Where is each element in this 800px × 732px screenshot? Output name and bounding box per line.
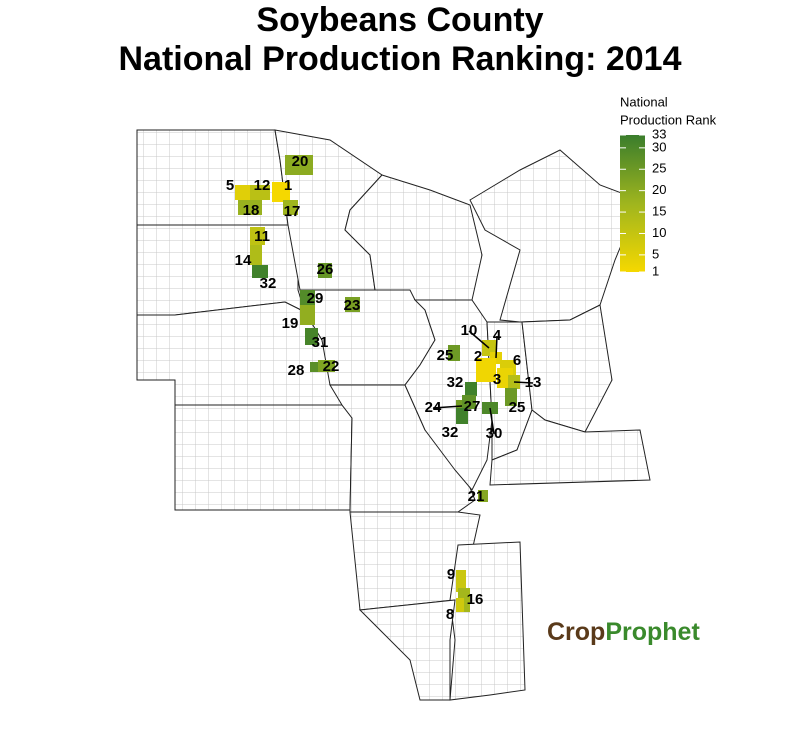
- county: [283, 200, 298, 215]
- county: [272, 182, 290, 202]
- legend-tick-label: 1: [652, 263, 659, 278]
- county-rank-label: 25: [509, 399, 526, 416]
- logo-part: Prophet: [605, 618, 700, 646]
- county-rank-label: 26: [317, 261, 334, 278]
- county: [250, 227, 265, 245]
- county-rank-label: 27: [464, 398, 481, 415]
- legend-colorbar: [620, 135, 645, 272]
- county-rank-label: 11: [254, 228, 270, 245]
- county-rank-label: 30: [486, 425, 503, 442]
- leader-line: [432, 405, 463, 409]
- county-rank-label: 32: [442, 424, 459, 441]
- logo: CropProphet: [547, 618, 700, 646]
- county-rank-label: 5: [226, 177, 234, 194]
- county-rank-label: 20: [292, 153, 309, 170]
- county: [456, 570, 466, 592]
- county: [235, 185, 250, 200]
- county-rank-label: 25: [437, 347, 454, 364]
- county: [478, 490, 488, 502]
- legend-tick-label: 33: [652, 126, 666, 141]
- legend-title: Production Rank: [620, 112, 717, 127]
- county: [310, 362, 325, 372]
- county-rank-label: 3: [493, 371, 501, 388]
- county-rank-label: 14: [235, 252, 252, 269]
- county-rank-label: 19: [282, 315, 299, 332]
- county-rank-label: 9: [447, 566, 455, 583]
- county-rank-label: 1: [284, 177, 292, 194]
- county: [252, 265, 268, 278]
- county: [462, 395, 476, 409]
- legend-title: National: [620, 94, 668, 109]
- legend-tick-label: 30: [652, 139, 666, 154]
- legend-tick-label: 15: [652, 204, 666, 219]
- county-rank-label: 2: [474, 348, 482, 365]
- county-rank-label: 24: [425, 399, 442, 416]
- county: [505, 388, 517, 406]
- legend-tick-label: 10: [652, 225, 666, 240]
- leader-line: [489, 407, 495, 435]
- county: [318, 360, 335, 372]
- county: [318, 263, 332, 278]
- legend-tick-label: 20: [652, 182, 666, 197]
- county-rank-label: 8: [446, 606, 454, 623]
- county: [456, 408, 468, 424]
- county-rank-label: 10: [461, 322, 478, 339]
- county-rank-label: 17: [284, 203, 301, 220]
- title-line: National Production Ranking: 2014: [119, 40, 682, 78]
- county: [250, 245, 262, 265]
- legend-tick-label: 5: [652, 246, 659, 261]
- county-rank-label: 12: [254, 177, 271, 194]
- county: [456, 598, 464, 612]
- county: [250, 185, 270, 200]
- county: [305, 328, 318, 345]
- county: [345, 297, 360, 312]
- county-rank-label: 16: [467, 591, 484, 608]
- county: [238, 200, 262, 215]
- leader-line: [495, 335, 498, 359]
- title-line: Soybeans County: [256, 1, 543, 39]
- county-rank-label: 31: [312, 334, 329, 351]
- leader-line: [468, 330, 490, 349]
- county-rank-label: 13: [525, 374, 542, 391]
- county-rank-label: 29: [307, 290, 324, 307]
- county-rank-label: 28: [288, 362, 305, 379]
- county: [300, 305, 315, 325]
- county-rank-label: 32: [260, 275, 277, 292]
- leader-line: [513, 381, 534, 384]
- county-marks: [235, 155, 520, 612]
- county-rank-label: 21: [468, 488, 485, 505]
- legend-tick-label: 25: [652, 161, 666, 176]
- county: [476, 358, 496, 382]
- states: [136, 129, 651, 701]
- county: [448, 345, 460, 361]
- logo-part: Crop: [547, 618, 605, 646]
- county-rank-label: 18: [243, 202, 260, 219]
- county-rank-label: 22: [323, 358, 340, 375]
- county-rank-label: 23: [344, 297, 361, 314]
- county-rank-label: 6: [513, 352, 521, 369]
- county-rank-label: 32: [447, 374, 464, 391]
- county-rank-label: 4: [493, 327, 502, 344]
- county: [465, 382, 477, 396]
- county: [300, 290, 315, 305]
- county: [285, 155, 313, 175]
